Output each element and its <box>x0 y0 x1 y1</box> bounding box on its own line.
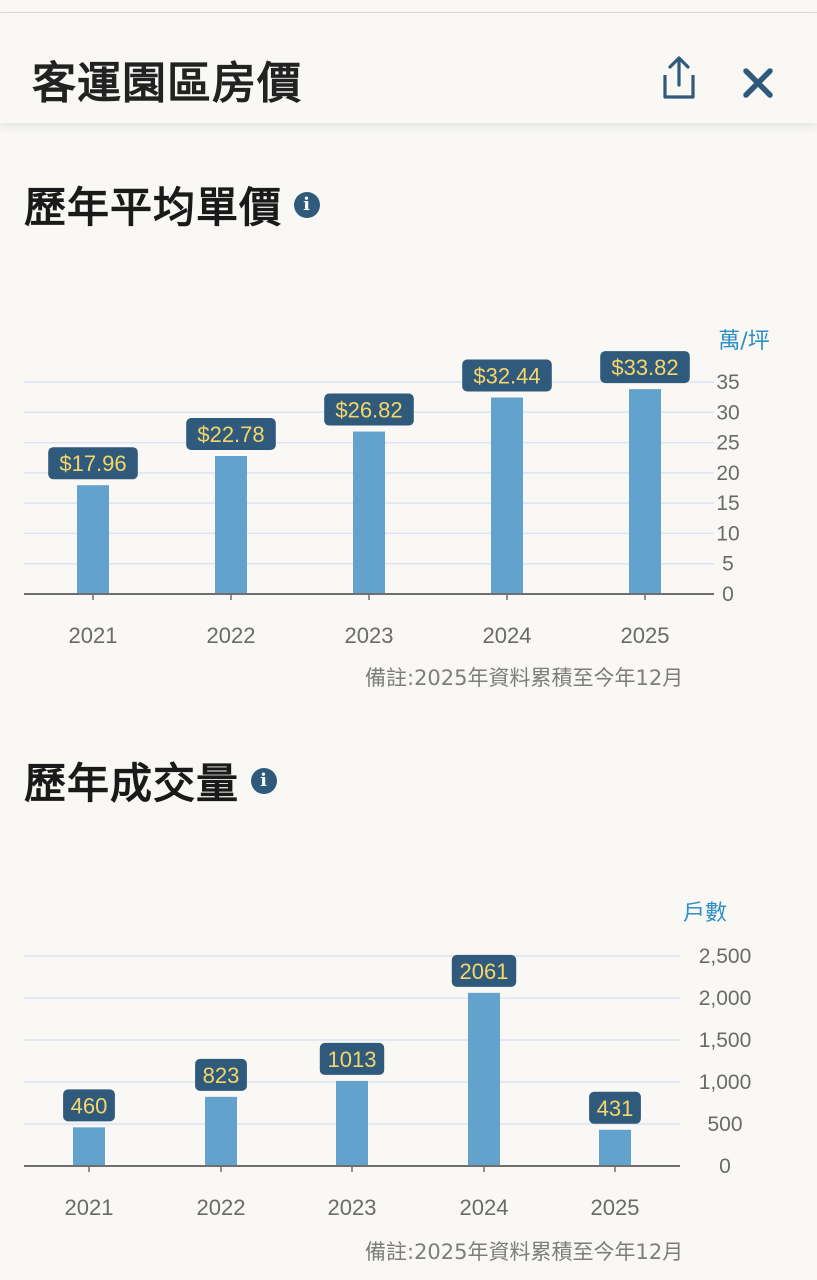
x-tick-label: 2023 <box>328 1195 377 1220</box>
close-icon[interactable] <box>738 63 778 103</box>
top-divider <box>0 12 817 13</box>
bar <box>491 397 523 594</box>
data-label-bg <box>195 1058 247 1091</box>
bar <box>205 1096 237 1166</box>
page-title: 客運園區房價 <box>32 58 302 109</box>
y-unit-label: 萬/坪 <box>718 329 769 354</box>
data-label-bg <box>324 393 414 426</box>
y-tick-label: 500 <box>707 1113 742 1136</box>
section-title-avg-price: 歷年平均單價 i <box>24 174 321 235</box>
y-unit-label: 戶數 <box>683 901 727 926</box>
y-tick-label: 1,000 <box>699 1071 752 1094</box>
x-tick-label: 2022 <box>197 1195 246 1220</box>
y-tick-label: 2,000 <box>699 987 752 1010</box>
data-label-bg <box>319 1042 385 1075</box>
section-title-text: 歷年成交量 <box>24 759 240 808</box>
data-label-bg <box>451 954 517 987</box>
y-tick-label: 0 <box>722 583 734 606</box>
y-tick-label: 20 <box>716 462 739 485</box>
data-label: 1013 <box>328 1047 377 1072</box>
y-tick-label: 35 <box>716 371 739 394</box>
section-title-text: 歷年平均單價 <box>24 183 283 232</box>
y-tick-label: 25 <box>716 432 739 455</box>
data-label-bg <box>600 351 690 384</box>
y-tick-label: 0 <box>719 1155 731 1178</box>
chart-note: 備註:2025年資料累積至今年12月 <box>365 666 684 690</box>
bar <box>336 1080 368 1166</box>
bar <box>353 431 385 594</box>
share-icon[interactable] <box>658 53 700 105</box>
data-label-bg <box>462 359 552 392</box>
data-label-bg <box>186 418 276 451</box>
data-label: $33.82 <box>611 355 678 380</box>
bar <box>73 1127 105 1166</box>
x-tick-label: 2021 <box>69 623 118 648</box>
chart-note: 備註:2025年資料累積至今年12月 <box>365 1240 684 1264</box>
bar <box>215 456 247 594</box>
data-label-bg <box>48 447 138 480</box>
x-tick-label: 2024 <box>483 623 532 648</box>
data-label: $32.44 <box>473 364 540 389</box>
x-tick-label: 2025 <box>591 1195 640 1220</box>
data-label: 431 <box>597 1096 634 1121</box>
volume-chart: 0 500 1,000 1,500 2,000 2,500 戶數 2021 2022 2023 20… <box>24 901 752 1220</box>
bar <box>629 389 661 594</box>
x-tick-label: 2024 <box>460 1195 509 1220</box>
data-label: $26.82 <box>335 398 402 423</box>
y-tick-label: 15 <box>716 492 739 515</box>
data-label: 2061 <box>460 959 509 984</box>
y-tick-label: 30 <box>716 401 739 424</box>
data-label: $22.78 <box>197 422 264 447</box>
info-icon[interactable]: i <box>294 191 321 218</box>
y-tick-label: 2,500 <box>699 945 752 968</box>
bar <box>77 485 109 594</box>
x-tick-label: 2025 <box>621 623 670 648</box>
x-tick-label: 2023 <box>345 623 394 648</box>
data-label: 460 <box>71 1093 108 1118</box>
x-tick-label: 2022 <box>207 623 256 648</box>
bar <box>468 992 500 1166</box>
data-label-bg <box>589 1091 641 1124</box>
x-tick-label: 2021 <box>65 1195 114 1220</box>
y-tick-label: 10 <box>716 522 739 545</box>
bar <box>599 1129 631 1166</box>
section-title-volume: 歷年成交量 i <box>24 750 278 811</box>
y-tick-label: 5 <box>722 553 734 576</box>
app-header: 客運園區房價 <box>0 13 817 123</box>
data-label-bg <box>63 1089 115 1122</box>
y-tick-label: 1,500 <box>699 1029 752 1052</box>
data-label: $17.96 <box>59 451 126 476</box>
info-icon[interactable]: i <box>251 767 278 794</box>
data-label: 823 <box>203 1063 240 1088</box>
